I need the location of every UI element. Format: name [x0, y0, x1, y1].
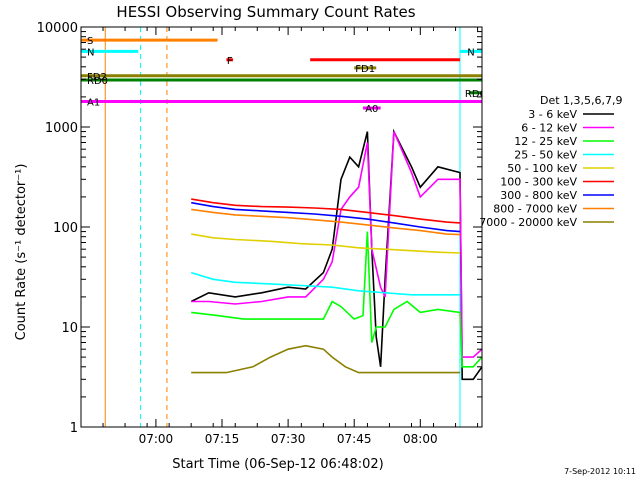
legend-label-5: 100 - 300 keV	[500, 176, 577, 189]
legend-label-2: 12 - 25 keV	[514, 135, 577, 148]
series-line-0	[190, 128, 482, 381]
flag-label-10: A0	[365, 104, 378, 115]
legend-label-7: 800 - 7000 keV	[493, 203, 577, 216]
y-tick-label-0: 1	[70, 421, 78, 436]
series-line-2	[191, 231, 482, 368]
flag-label-1: N	[87, 47, 94, 58]
footer-date: 7-Sep-2012 10:11	[564, 467, 636, 476]
series-line-8	[191, 344, 460, 374]
y-axis-label: Count Rate (s⁻¹ detector⁻¹)	[14, 164, 29, 341]
legend-label-0: 3 - 6 keV	[528, 108, 577, 121]
axes: 07:00 07:15 07:30 07:45 08:00 1 10 100 1000 10000	[37, 21, 483, 446]
x-tick-label-1: 07:15	[205, 432, 240, 446]
y-tick-label-1: 10	[61, 321, 78, 336]
flag-label-9: A1	[87, 97, 100, 108]
series-line-4	[191, 233, 461, 254]
flag-label-7: RD0	[87, 76, 108, 87]
legend-label-4: 50 - 100 keV	[507, 162, 577, 175]
series-line-7	[191, 208, 461, 236]
series-line-1	[191, 131, 482, 358]
flag-label-2: N	[467, 47, 474, 58]
legend-label-1: 6 - 12 keV	[521, 122, 577, 135]
x-tick-label-3: 07:45	[337, 432, 372, 446]
flag-label-3: F	[227, 56, 233, 67]
x-axis-label: Start Time (06-Sep-12 06:48:02)	[172, 457, 383, 472]
y-tick-label-3: 1000	[45, 121, 78, 136]
x-tick-label-2: 07:30	[271, 432, 306, 446]
series-line-6	[191, 201, 461, 233]
flag-label-0: S	[87, 36, 93, 47]
flag-label-8: RD6	[465, 89, 486, 100]
x-tick-label-4: 08:00	[403, 432, 438, 446]
legend-label-6: 300 - 800 keV	[500, 189, 577, 202]
flag-label-5: FD1	[355, 64, 375, 75]
x-tick-label-0: 07:00	[139, 432, 174, 446]
y-tick-label-4: 10000	[37, 21, 78, 36]
legend-label-3: 25 - 50 keV	[514, 149, 577, 162]
flag-label-6: FD2	[87, 72, 107, 83]
y-tick-label-2: 100	[53, 221, 78, 236]
series-line-5	[191, 198, 461, 224]
legend-title: Det 1,3,5,6,7,9	[540, 94, 623, 107]
series-line-3	[190, 271, 460, 296]
legend-label-8: 7000 - 20000 keV	[479, 216, 577, 229]
chart-title: HESSI Observing Summary Count Rates	[116, 3, 415, 21]
